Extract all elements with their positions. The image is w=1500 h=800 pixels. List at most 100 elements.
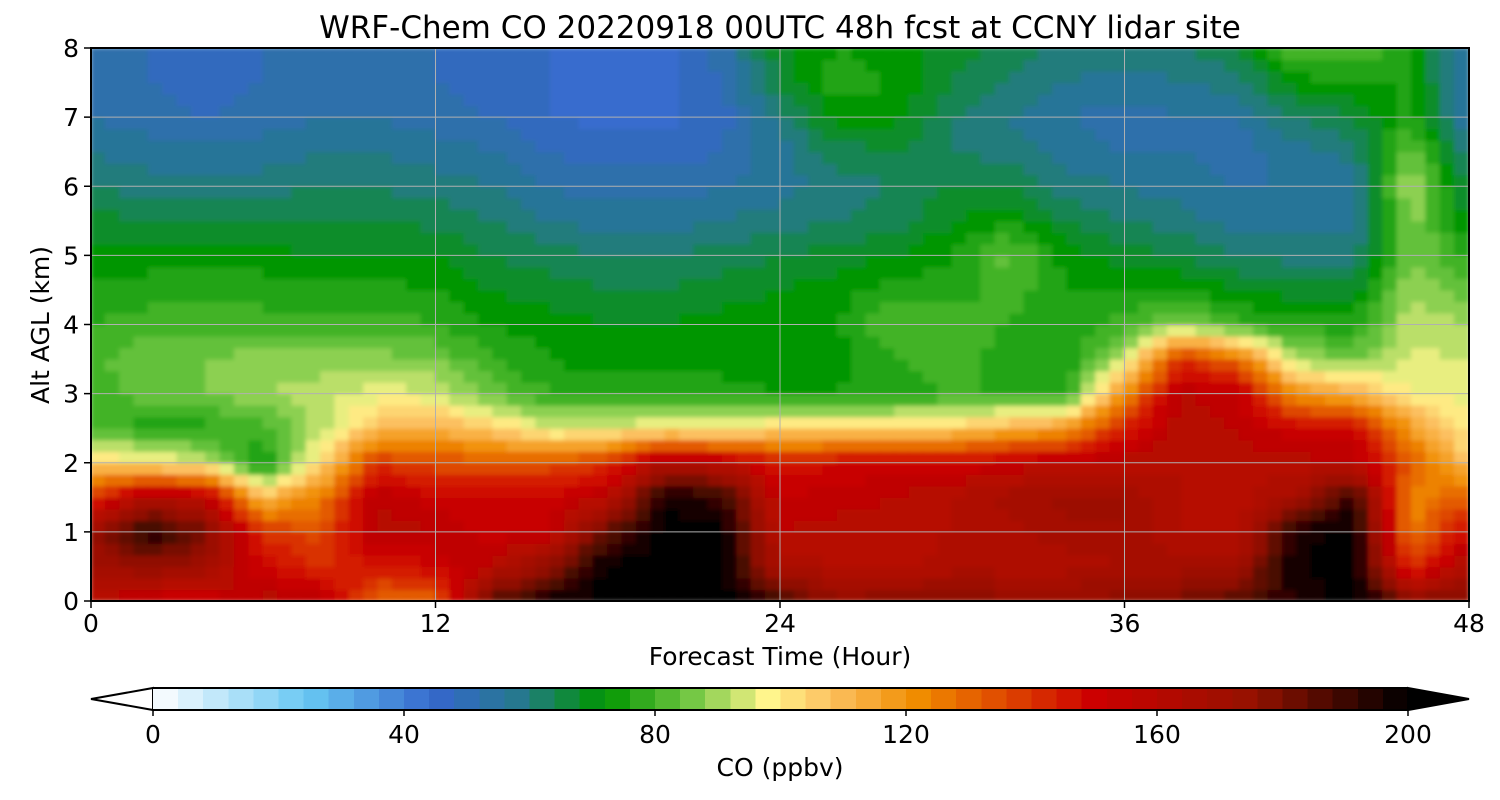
heatmap-cell [994,220,1011,233]
heatmap-cell [1296,335,1312,349]
heatmap-cell [980,439,996,452]
heatmap-cell [635,323,652,337]
colorbar-tick-label: 200 [1384,720,1432,749]
heatmap-cell [578,335,594,349]
heatmap-cell [1009,381,1025,395]
heatmap-cell [1382,393,1398,406]
heatmap-cell [1410,58,1427,72]
heatmap-cell [219,358,236,372]
heatmap-cell [592,496,609,510]
heatmap-cell [420,58,437,72]
heatmap-cell [1195,404,1212,418]
heatmap-cell [1439,381,1456,395]
heatmap-cell [377,58,394,72]
heatmap-cell [291,577,307,591]
heatmap-cell [104,197,121,210]
heatmap-cell [894,346,910,360]
heatmap-cell [91,174,106,187]
heatmap-cell [607,81,623,95]
heatmap-cell [1037,508,1054,521]
heatmap-cell [449,485,465,498]
heatmap-cell [147,358,164,372]
heatmap-cell [190,369,207,383]
heatmap-cell [176,254,193,268]
heatmap-cell [162,335,178,349]
heatmap-cell [851,554,867,568]
heatmap-cell [721,565,738,579]
heatmap-cell [994,450,1011,464]
heatmap-cell [879,128,896,141]
heatmap-cell [363,462,379,475]
heatmap-cell [851,162,867,176]
heatmap-cell [765,105,781,118]
heatmap-cell [1410,162,1427,176]
heatmap-cell [765,416,781,429]
heatmap-cell [133,220,150,233]
heatmap-cell [1052,427,1068,441]
heatmap-cell [564,358,580,372]
heatmap-cell [765,519,781,533]
heatmap-cell [664,346,681,360]
heatmap-cell [664,300,681,314]
heatmap-cell [104,404,121,418]
heatmap-cell [535,381,551,395]
heatmap-cell [549,220,566,233]
heatmap-cell [1181,105,1197,118]
heatmap-cell [1324,381,1341,395]
heatmap-cell [793,105,810,118]
heatmap-cell [635,289,652,303]
heatmap-cell [477,266,494,280]
heatmap-cell [521,93,537,107]
heatmap-cell [449,208,465,222]
heatmap-cell [1009,208,1025,222]
heatmap-cell [721,588,738,601]
heatmap-cell [1181,577,1197,591]
heatmap-cell [1095,48,1111,61]
heatmap-cell [162,162,178,176]
heatmap-cell [1210,58,1226,72]
heatmap-cell [779,58,795,72]
heatmap-cell [578,277,594,291]
heatmap-cell [678,254,695,268]
heatmap-cell [1023,369,1039,383]
heatmap-cell [592,531,609,544]
heatmap-cell [879,335,896,349]
heatmap-cell [434,128,451,141]
heatmap-cell [1066,323,1083,337]
heatmap-cell [133,369,150,383]
heatmap-cell [176,81,193,95]
heatmap-cell [176,485,193,498]
heatmap-cell [334,162,350,176]
heatmap-cell [233,427,250,441]
heatmap-cell [1123,531,1140,544]
heatmap-cell [205,462,221,475]
heatmap-cell [377,162,394,176]
heatmap-cell [879,254,896,268]
heatmap-cell [1267,254,1283,268]
heatmap-cell [262,346,279,360]
heatmap-cell [750,358,767,372]
heatmap-cell [133,312,150,326]
heatmap-cell [693,174,709,187]
heatmap-cell [635,542,652,556]
heatmap-cell [994,427,1011,441]
heatmap-cell [535,220,551,233]
heatmap-cell [1339,243,1355,256]
heatmap-cell [449,519,465,533]
heatmap-cell [966,48,982,61]
heatmap-cell [1037,70,1054,84]
heatmap-cell [406,369,422,383]
heatmap-cell [1195,277,1212,291]
heatmap-cell [1396,393,1413,406]
heatmap-cell [449,185,465,199]
heatmap-cell [147,439,164,452]
heatmap-cell [908,277,925,291]
heatmap-cell [1123,542,1140,556]
heatmap-cell [693,473,709,487]
heatmap-cell [506,335,523,349]
heatmap-cell [1410,231,1427,245]
heatmap-cell [1310,139,1327,153]
heatmap-cell [549,93,566,107]
heatmap-cell [506,346,523,360]
heatmap-cell [607,416,623,429]
